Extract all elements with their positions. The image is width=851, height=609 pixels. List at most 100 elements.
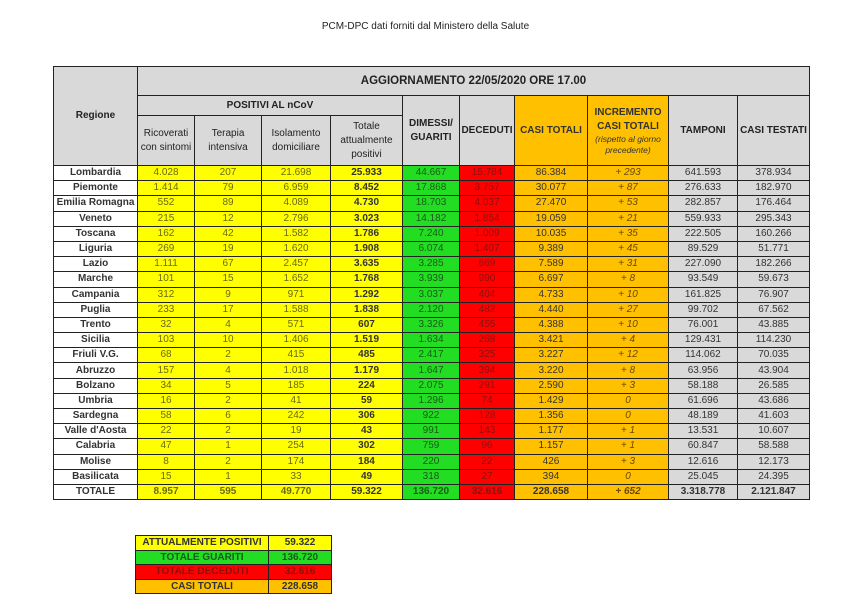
cell-totale-positivi: 3.023 xyxy=(330,210,403,227)
cell-totale-positivi: 485 xyxy=(330,347,403,364)
cell-tamponi: 48.189 xyxy=(668,407,738,425)
cell-ricoverati: 103 xyxy=(137,332,195,349)
cell-regione: Molise xyxy=(53,453,138,470)
cell-dimessi: 1.647 xyxy=(402,362,460,379)
cell-ricoverati: 1.414 xyxy=(137,180,195,197)
cell-casi-testati: 160.266 xyxy=(736,225,811,242)
table-row: Friuli V.G. 68 2 415 485 2.417 325 3.227 + 12 114… xyxy=(53,347,811,364)
cell-isolamento: 6.959 xyxy=(261,180,331,197)
table-row: Lombardia 4.028 207 21.698 25.933 44.667 15.78… xyxy=(53,164,811,182)
cell-deceduti: 96 xyxy=(459,438,515,455)
cell-incremento: + 8 xyxy=(587,271,669,288)
cell-incremento: + 1 xyxy=(587,438,669,455)
cell-isolamento: 41 xyxy=(261,392,331,410)
cell-terapia: 19 xyxy=(194,240,262,258)
cell-dimessi: 922 xyxy=(402,407,460,425)
summary-row: TOTALE DECEDUTI 32.616 xyxy=(135,564,332,580)
cell-regione: Trento xyxy=(53,316,138,334)
cell-deceduti: 4.037 xyxy=(459,195,515,212)
cell-terapia: 4 xyxy=(194,316,262,334)
cell-isolamento: 1.018 xyxy=(261,362,331,379)
cell-casi-totali: 3.220 xyxy=(514,362,588,379)
cell-casi-testati: 43.904 xyxy=(736,362,811,379)
cell-ricoverati: 47 xyxy=(137,438,195,455)
cell-dimessi: 2.417 xyxy=(402,347,460,364)
cell-totale-positivi: 607 xyxy=(330,316,403,334)
cell-incremento: 0 xyxy=(587,468,669,485)
cell-isolamento: 4.089 xyxy=(261,195,331,212)
cell-deceduti: 669 xyxy=(459,256,515,273)
header-ricoverati: Ricoverati con sintomi xyxy=(137,115,195,166)
header-regione: Regione xyxy=(53,66,138,166)
cell-totale-positivi: 1.768 xyxy=(330,271,403,288)
cell-deceduti: 990 xyxy=(459,271,515,288)
cell-casi-testati: 2.121.847 xyxy=(736,483,811,501)
cell-casi-testati: 12.173 xyxy=(736,453,811,470)
cell-tamponi: 60.847 xyxy=(668,438,738,455)
cell-terapia: 1 xyxy=(194,468,262,485)
cell-casi-totali: 6.697 xyxy=(514,271,588,288)
cell-ricoverati: 8 xyxy=(137,453,195,470)
header-dimessi: DIMESSI/ GUARITI xyxy=(402,95,460,166)
cell-isolamento: 254 xyxy=(261,438,331,455)
cell-incremento: + 31 xyxy=(587,256,669,273)
cell-casi-totali: 3.421 xyxy=(514,332,588,349)
table-row: Abruzzo 157 4 1.018 1.179 1.647 394 3.220 + 8 63.… xyxy=(53,362,811,379)
cell-regione: Umbria xyxy=(53,392,138,410)
cell-isolamento: 2.796 xyxy=(261,210,331,227)
cell-terapia: 2 xyxy=(194,423,262,440)
header-totale-positivi: Totale attualmente positivi xyxy=(330,115,403,166)
cell-casi-testati: 51.771 xyxy=(736,240,811,258)
cell-casi-testati: 378.934 xyxy=(736,164,811,182)
cell-ricoverati: 552 xyxy=(137,195,195,212)
cell-totale-positivi: 25.933 xyxy=(330,164,403,182)
cell-terapia: 9 xyxy=(194,286,262,303)
cell-casi-testati: 10.607 xyxy=(736,423,811,440)
cell-tamponi: 114.062 xyxy=(668,347,738,364)
header-incremento: INCREMENTO CASI TOTALI (rispetto al giorn… xyxy=(587,95,669,166)
cell-deceduti: 143 xyxy=(459,423,515,440)
cell-casi-totali: 7.589 xyxy=(514,256,588,273)
table-row: Sardegna 58 6 242 306 922 128 1.356 0 48.189 41.60… xyxy=(53,407,811,425)
table-row: Liguria 269 19 1.620 1.908 6.074 1.407 9.389 + 4… xyxy=(53,240,811,258)
summary-value: 228.658 xyxy=(268,578,332,594)
cell-totale-positivi: 59 xyxy=(330,392,403,410)
table-row: Lazio 1.111 67 2.457 3.635 3.285 669 7.589 + 31 2… xyxy=(53,256,811,273)
cell-casi-testati: 176.464 xyxy=(736,195,811,212)
cell-terapia: 2 xyxy=(194,392,262,410)
cell-ricoverati: 34 xyxy=(137,377,195,394)
cell-regione: Campania xyxy=(53,286,138,303)
cell-incremento: + 53 xyxy=(587,195,669,212)
cell-deceduti: 27 xyxy=(459,468,515,485)
cell-tamponi: 76.001 xyxy=(668,316,738,334)
table-row: Valle d'Aosta 22 2 19 43 991 143 1.177 + 1 13.531… xyxy=(53,423,811,440)
cell-incremento: + 87 xyxy=(587,180,669,197)
cell-incremento: + 35 xyxy=(587,225,669,242)
cell-tamponi: 12.616 xyxy=(668,453,738,470)
cell-deceduti: 455 xyxy=(459,316,515,334)
cell-regione: Liguria xyxy=(53,240,138,258)
cell-deceduti: 268 xyxy=(459,332,515,349)
cell-dimessi: 3.939 xyxy=(402,271,460,288)
cell-totale-positivi: 43 xyxy=(330,423,403,440)
cell-casi-totali: 1.356 xyxy=(514,407,588,425)
cell-terapia: 2 xyxy=(194,453,262,470)
cell-tamponi: 559.933 xyxy=(668,210,738,227)
cell-isolamento: 1.652 xyxy=(261,271,331,288)
cell-isolamento: 185 xyxy=(261,377,331,394)
cell-dimessi: 1.296 xyxy=(402,392,460,410)
cell-casi-testati: 26.585 xyxy=(736,377,811,394)
cell-terapia: 12 xyxy=(194,210,262,227)
cell-dimessi: 3.285 xyxy=(402,256,460,273)
cell-ricoverati: 162 xyxy=(137,225,195,242)
cell-regione: Sardegna xyxy=(53,407,138,425)
cell-casi-totali: 10.035 xyxy=(514,225,588,242)
header-deceduti: DECEDUTI xyxy=(459,95,515,166)
cell-totale-positivi: 302 xyxy=(330,438,403,455)
cell-isolamento: 2.457 xyxy=(261,256,331,273)
cell-deceduti: 22 xyxy=(459,453,515,470)
cell-deceduti: 1.854 xyxy=(459,210,515,227)
cell-ricoverati: 22 xyxy=(137,423,195,440)
cell-deceduti: 1.407 xyxy=(459,240,515,258)
cell-totale-positivi: 184 xyxy=(330,453,403,470)
